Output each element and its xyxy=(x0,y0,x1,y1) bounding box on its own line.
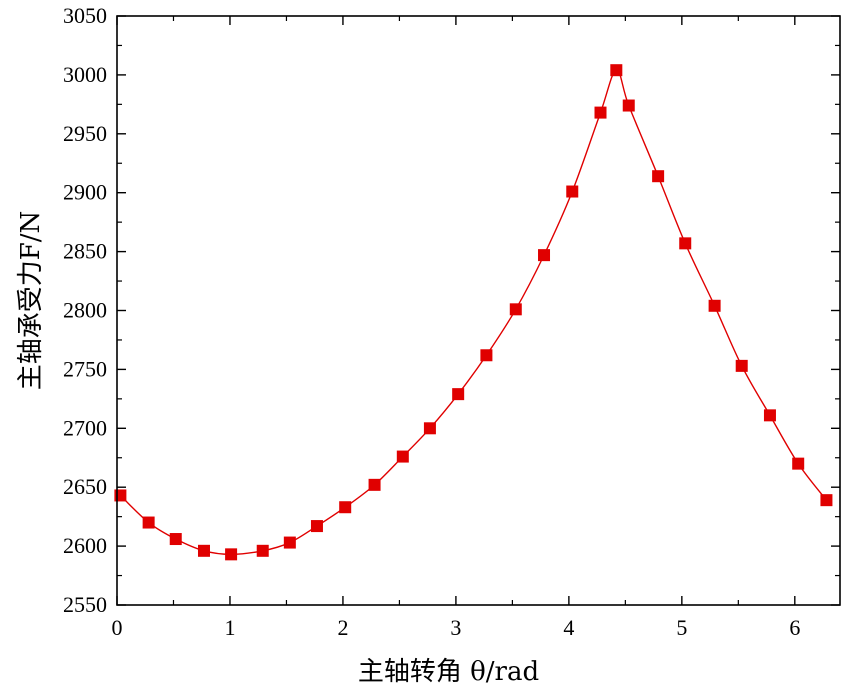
data-point-marker xyxy=(652,170,665,183)
x-tick-label: 1 xyxy=(224,615,235,640)
x-tick-label: 0 xyxy=(112,615,123,640)
data-point-marker xyxy=(256,544,269,557)
data-point-marker xyxy=(339,501,352,514)
x-tick-label: 4 xyxy=(563,615,574,640)
tick-marks xyxy=(116,15,840,606)
data-point-marker xyxy=(114,489,127,502)
data-point-marker xyxy=(610,64,623,77)
data-point-marker xyxy=(197,544,210,557)
data-point-marker xyxy=(480,349,493,362)
data-point-marker xyxy=(452,388,465,401)
x-tick-label: 2 xyxy=(337,615,348,640)
data-point-marker xyxy=(225,548,238,561)
data-point-marker xyxy=(142,516,155,529)
y-tick-label: 2650 xyxy=(63,474,107,499)
data-point-marker xyxy=(622,99,635,112)
data-point-marker xyxy=(283,536,296,549)
data-markers xyxy=(114,64,833,561)
data-point-marker xyxy=(763,409,776,422)
data-point-marker xyxy=(310,520,323,533)
y-tick-labels: 2550 2600 2650 2700 2750 2800 2850 2900 2950 3000… xyxy=(63,3,107,617)
data-point-marker xyxy=(820,494,833,507)
x-tick-label: 5 xyxy=(676,615,687,640)
y-tick-label: 2750 xyxy=(63,356,107,381)
x-tick-label: 6 xyxy=(789,615,800,640)
y-tick-label: 2850 xyxy=(63,239,107,264)
y-tick-label: 2800 xyxy=(63,298,107,323)
series-line xyxy=(119,69,827,556)
series-curve xyxy=(119,69,827,556)
data-point-marker xyxy=(594,106,607,119)
y-tick-label: 2600 xyxy=(63,533,107,558)
data-point-marker xyxy=(368,478,381,491)
y-tick-label: 2700 xyxy=(63,415,107,440)
x-tick-label: 3 xyxy=(450,615,461,640)
plot-frame xyxy=(116,15,841,606)
data-point-marker xyxy=(735,359,748,372)
data-point-marker xyxy=(423,422,436,435)
y-tick-label: 2900 xyxy=(63,180,107,205)
y-tick-label: 3050 xyxy=(63,3,107,28)
data-point-marker xyxy=(509,303,522,316)
x-tick-labels: 0 1 2 3 4 5 6 xyxy=(112,615,801,640)
data-point-marker xyxy=(792,457,805,470)
data-point-marker xyxy=(566,185,579,198)
data-point-marker xyxy=(396,450,409,463)
y-tick-label: 2950 xyxy=(63,121,107,146)
y-tick-label: 2550 xyxy=(63,592,107,617)
x-axis-title: 主轴转角 θ/rad xyxy=(358,657,539,687)
data-point-marker xyxy=(169,533,182,546)
y-axis-title: 主轴承受力F/N xyxy=(16,211,46,391)
y-tick-label: 3000 xyxy=(63,62,107,87)
data-point-marker xyxy=(538,249,551,262)
data-point-marker xyxy=(708,299,721,312)
data-point-marker xyxy=(679,237,692,250)
